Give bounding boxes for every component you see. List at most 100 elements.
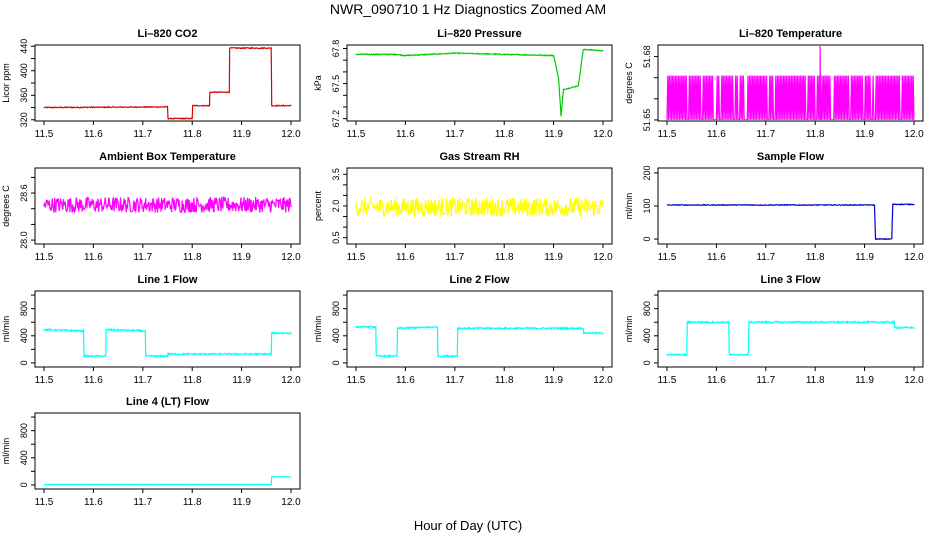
x-tick-label: 11.6 [84,375,103,386]
x-tick-label: 11.5 [35,129,54,140]
y-tick-label: 360 [19,88,29,103]
line-2-flow-panel: Line 2 Flow ml/min 0 400 800 11.5 11.6 11.7 11.8… [313,274,613,386]
x-tick-label: 11.9 [544,252,563,263]
x-tick-label: 11.7 [756,375,775,386]
page-title: NWR_090710 1 Hz Diagnostics Zoomed AM [329,1,607,17]
x-tick-label: 11.6 [396,375,415,386]
y-tick-label: 51.68 [642,45,652,68]
x-tick-label: 11.6 [84,497,103,508]
x-tick-label: 12.0 [281,129,301,140]
x-tick-label: 11.5 [347,375,366,386]
x-tick-label: 11.7 [133,129,152,140]
ambient-box-temperature-title: Ambient Box Temperature [99,151,236,163]
y-tick-label: 400 [331,328,341,343]
x-tick-label: 11.9 [855,252,874,263]
plot-frame [346,290,613,368]
x-tick-label: 11.5 [347,252,366,263]
x-tick-label: 11.9 [855,375,874,386]
y-tick-label: 51.65 [642,109,652,132]
x-tick-label: 11.7 [445,129,464,140]
y-tick-label: 400 [19,450,29,465]
y-tick-label: 0 [19,360,29,365]
li-820-co2-series-line [43,46,292,120]
gas-stream-rh-title: Gas Stream RH [439,151,519,163]
y-tick-label: 400 [19,328,29,343]
sample-flow-series-line [666,203,915,241]
x-tick-label: 11.9 [544,375,563,386]
line-1-flow-title: Line 1 Flow [138,274,198,286]
x-tick-label: 11.5 [35,497,54,508]
x-tick-label: 12.0 [904,375,924,386]
y-tick-label: 3.5 [331,168,341,181]
y-tick-label: 800 [19,423,29,438]
x-tick-label: 11.8 [495,252,514,263]
line-3-flow-title: Line 3 Flow [761,274,821,286]
x-tick-label: 11.9 [232,375,251,386]
plot-frame [34,412,301,490]
ambient-box-temperature-ylabel: degrees C [1,185,11,227]
x-tick-label: 12.0 [593,252,613,263]
line-3-flow-ylabel: ml/min [624,316,634,343]
gas-stream-rh-series-line [355,195,604,218]
x-tick-label: 11.9 [232,252,251,263]
y-tick-label: 800 [642,301,652,316]
gas-stream-rh-panel: Gas Stream RH percent 0.5 2.0 3.5 11.5 11.6 11.… [313,151,613,263]
x-tick-label: 11.7 [756,252,775,263]
li-820-pressure-ylabel: kPa [313,75,323,91]
sample-flow-title: Sample Flow [757,151,825,163]
li-820-pressure-title: Li–820 Pressure [437,28,521,40]
x-tick-label: 11.5 [658,375,677,386]
x-tick-label: 11.8 [183,497,202,508]
x-tick-label: 12.0 [593,375,613,386]
gas-stream-rh-ylabel: percent [313,190,323,221]
x-tick-label: 12.0 [281,375,301,386]
x-tick-label: 11.6 [396,129,415,140]
x-tick-label: 11.8 [806,375,825,386]
y-tick-label: 0.5 [331,231,341,244]
x-tick-label: 12.0 [904,129,924,140]
x-tick-label: 11.6 [707,252,726,263]
x-tick-label: 11.8 [183,129,202,140]
x-tick-label: 11.8 [495,375,514,386]
line-3-flow-panel: Line 3 Flow ml/min 0 400 800 11.5 11.6 11.7 11.8… [624,274,924,386]
line-2-flow-title: Line 2 Flow [450,274,510,286]
li-820-pressure-series-line [355,48,604,117]
x-tick-label: 11.5 [35,252,54,263]
y-tick-label: 800 [19,301,29,316]
x-tick-label: 12.0 [593,129,613,140]
x-tick-label: 11.8 [183,252,202,263]
x-axis-label: Hour of Day (UTC) [413,518,523,533]
sample-flow-ylabel: ml/min [624,193,634,220]
x-tick-label: 11.7 [756,129,775,140]
y-tick-label: 400 [19,63,29,78]
y-tick-label: 67.5 [331,75,341,93]
x-tick-label: 11.9 [232,497,251,508]
ambient-box-temperature-panel: Ambient Box Temperature degrees C 28.0 28.6… [1,151,301,263]
x-tick-label: 11.8 [806,129,825,140]
plot-frame [657,44,924,122]
li-820-temperature-series-line [666,46,915,120]
li-820-co2-ylabel: Licor ppm [1,63,11,103]
x-tick-label: 11.5 [658,252,677,263]
y-tick-label: 100 [642,198,652,213]
line-1-flow-panel: Line 1 Flow ml/min 0 400 800 11.5 11.6 11.7 11.8… [1,274,301,386]
li-820-pressure-panel: Li–820 Pressure kPa 67.2 67.5 67.8 11.5 11.6 11… [313,28,613,140]
x-tick-label: 11.9 [855,129,874,140]
x-tick-label: 12.0 [281,252,301,263]
line-1-flow-series-line [43,327,292,359]
li-820-temperature-title: Li–820 Temperature [739,28,842,40]
line-4-lt-flow-series-line [44,476,291,486]
li-820-co2-panel: Li–820 CO2 Licor ppm 320 360 400 440 11.5 11.6 1… [1,28,301,140]
x-tick-label: 11.9 [232,129,251,140]
line-3-flow-series-line [666,319,915,358]
li-820-co2-title: Li–820 CO2 [138,28,198,40]
x-tick-label: 11.7 [133,497,152,508]
x-tick-label: 11.5 [35,375,54,386]
y-tick-label: 67.2 [331,110,341,128]
line-1-flow-ylabel: ml/min [1,316,11,343]
line-2-flow-ylabel: ml/min [313,316,323,343]
y-tick-label: 440 [19,39,29,54]
y-tick-label: 28.0 [19,231,29,249]
y-tick-label: 0 [331,360,341,365]
